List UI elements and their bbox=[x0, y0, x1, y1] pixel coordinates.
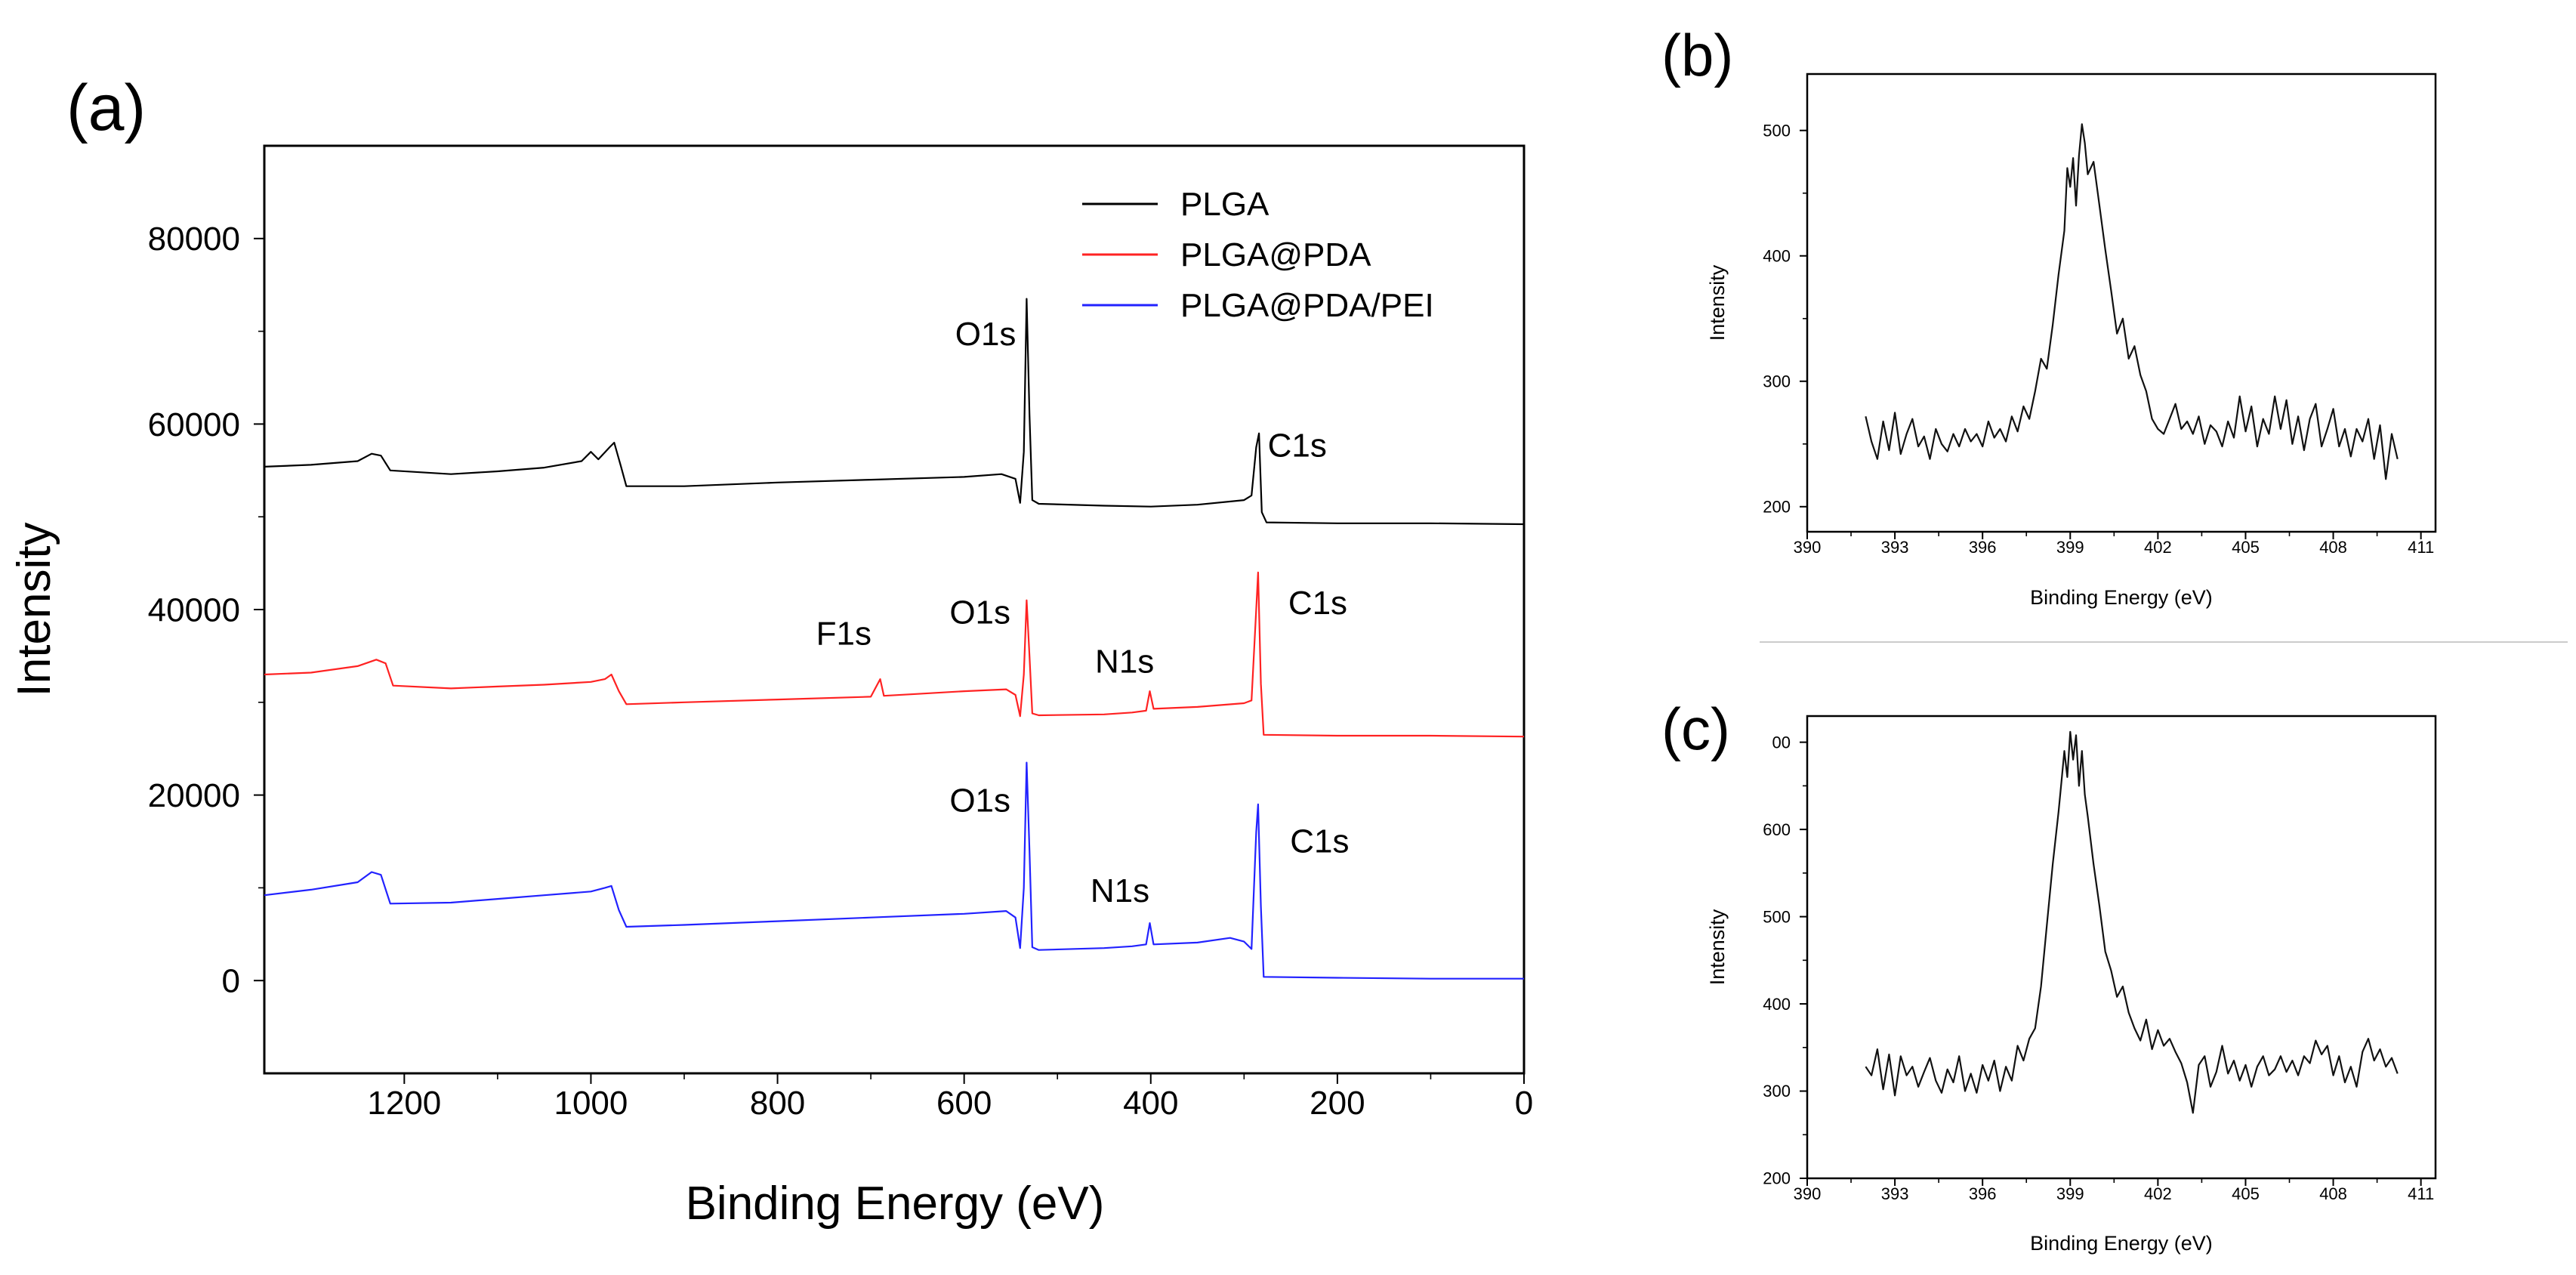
series-line-n1s bbox=[1865, 123, 2399, 480]
panel-label-c: (c) bbox=[1661, 696, 1730, 762]
series-line-plga bbox=[264, 298, 1525, 526]
x-tick-label: 390 bbox=[1794, 538, 1822, 557]
panel-label-b: (b) bbox=[1661, 22, 1733, 88]
peak-label: O1s bbox=[949, 783, 1010, 820]
chart-panel-b: (b) 390 393 396 399 402 405 408 411 200 300 400 500… bbox=[1661, 22, 2437, 609]
x-tick-label: 393 bbox=[1881, 538, 1909, 557]
x-tick-label: 600 bbox=[936, 1085, 992, 1122]
legend-label: PLGA bbox=[1180, 186, 1269, 223]
y-tick-label: 300 bbox=[1763, 372, 1791, 391]
chart-panel-a: (a) 1200 1000 800 600 400 200 0020000400006000… bbox=[8, 72, 1533, 1230]
peak-label: C1s bbox=[1290, 823, 1349, 860]
x-tick-label: 399 bbox=[2056, 1184, 2084, 1203]
y-tick-label: 500 bbox=[1763, 121, 1791, 140]
y-tick-label: 600 bbox=[1763, 820, 1791, 839]
x-tick-label: 402 bbox=[2144, 1184, 2172, 1203]
y-tick-label: 300 bbox=[1763, 1082, 1791, 1101]
legend-a: PLGA PLGA@PDA PLGA@PDA/PEI bbox=[1082, 186, 1434, 324]
x-tick-label: 405 bbox=[2232, 1184, 2260, 1203]
y-axis-label-a: Intensity bbox=[8, 523, 60, 697]
x-tick-label: 399 bbox=[2056, 538, 2084, 557]
series-line-plga-pda bbox=[264, 571, 1525, 738]
chart-panel-c: (c) 390 393 396 399 402 405 408 411 200 300 400 500… bbox=[1661, 696, 2437, 1255]
peak-label: N1s bbox=[1095, 644, 1154, 681]
y-tick-label: 400 bbox=[1763, 995, 1791, 1014]
y-tick-label: 60000 bbox=[148, 406, 240, 443]
y-tick-label: 0 bbox=[222, 963, 240, 1000]
x-tick-label: 396 bbox=[1969, 1184, 1997, 1203]
peak-label: F1s bbox=[816, 616, 872, 653]
plot-frame-b bbox=[1806, 73, 2437, 533]
legend-label: PLGA@PDA bbox=[1180, 236, 1371, 273]
x-tick-label: 405 bbox=[2232, 538, 2260, 557]
y-tick-label: 500 bbox=[1763, 907, 1791, 926]
panel-label-a: (a) bbox=[66, 72, 146, 144]
x-tick-label: 400 bbox=[1123, 1085, 1178, 1122]
peak-label: C1s bbox=[1288, 585, 1347, 622]
y-axis-label-b: Intensity bbox=[1706, 264, 1729, 341]
y-tick-label: 200 bbox=[1763, 497, 1791, 516]
peak-label: O1s bbox=[955, 316, 1017, 353]
peak-label: N1s bbox=[1091, 872, 1149, 909]
y-tick-label: 80000 bbox=[148, 221, 240, 258]
legend-label: PLGA@PDA/PEI bbox=[1180, 287, 1434, 324]
x-tick-label: 411 bbox=[2408, 1184, 2434, 1203]
x-tick-label: 408 bbox=[2319, 1184, 2347, 1203]
series-line-n1s bbox=[1865, 730, 2399, 1114]
x-tick-label: 408 bbox=[2319, 538, 2347, 557]
x-tick-label: 1200 bbox=[367, 1085, 441, 1122]
plot-frame-c bbox=[1806, 715, 2437, 1180]
x-axis-label-a: Binding Energy (eV) bbox=[686, 1178, 1105, 1230]
y-tick-label: 40000 bbox=[148, 591, 240, 628]
x-tick-label: 411 bbox=[2408, 538, 2434, 557]
x-tick-label: 1000 bbox=[554, 1085, 628, 1122]
x-axis-label-b: Binding Energy (eV) bbox=[2030, 586, 2213, 609]
x-tick-label: 0 bbox=[1515, 1085, 1533, 1122]
y-tick-label: 00 bbox=[1772, 733, 1791, 752]
x-tick-label: 396 bbox=[1969, 538, 1997, 557]
series-line-plga-pda-pei bbox=[264, 761, 1524, 980]
x-axis-label-c: Binding Energy (eV) bbox=[2030, 1232, 2213, 1255]
x-tick-label: 200 bbox=[1310, 1085, 1365, 1122]
y-tick-label: 200 bbox=[1763, 1169, 1791, 1188]
x-tick-label: 402 bbox=[2144, 538, 2172, 557]
y-tick-label: 400 bbox=[1763, 246, 1791, 265]
y-axis-label-c: Intensity bbox=[1706, 909, 1729, 985]
x-tick-label: 390 bbox=[1794, 1184, 1822, 1203]
peak-label: O1s bbox=[949, 594, 1010, 631]
x-tick-label: 800 bbox=[750, 1085, 805, 1122]
y-tick-label: 20000 bbox=[148, 777, 240, 814]
peak-label: C1s bbox=[1268, 427, 1327, 464]
x-tick-label: 393 bbox=[1881, 1184, 1909, 1203]
